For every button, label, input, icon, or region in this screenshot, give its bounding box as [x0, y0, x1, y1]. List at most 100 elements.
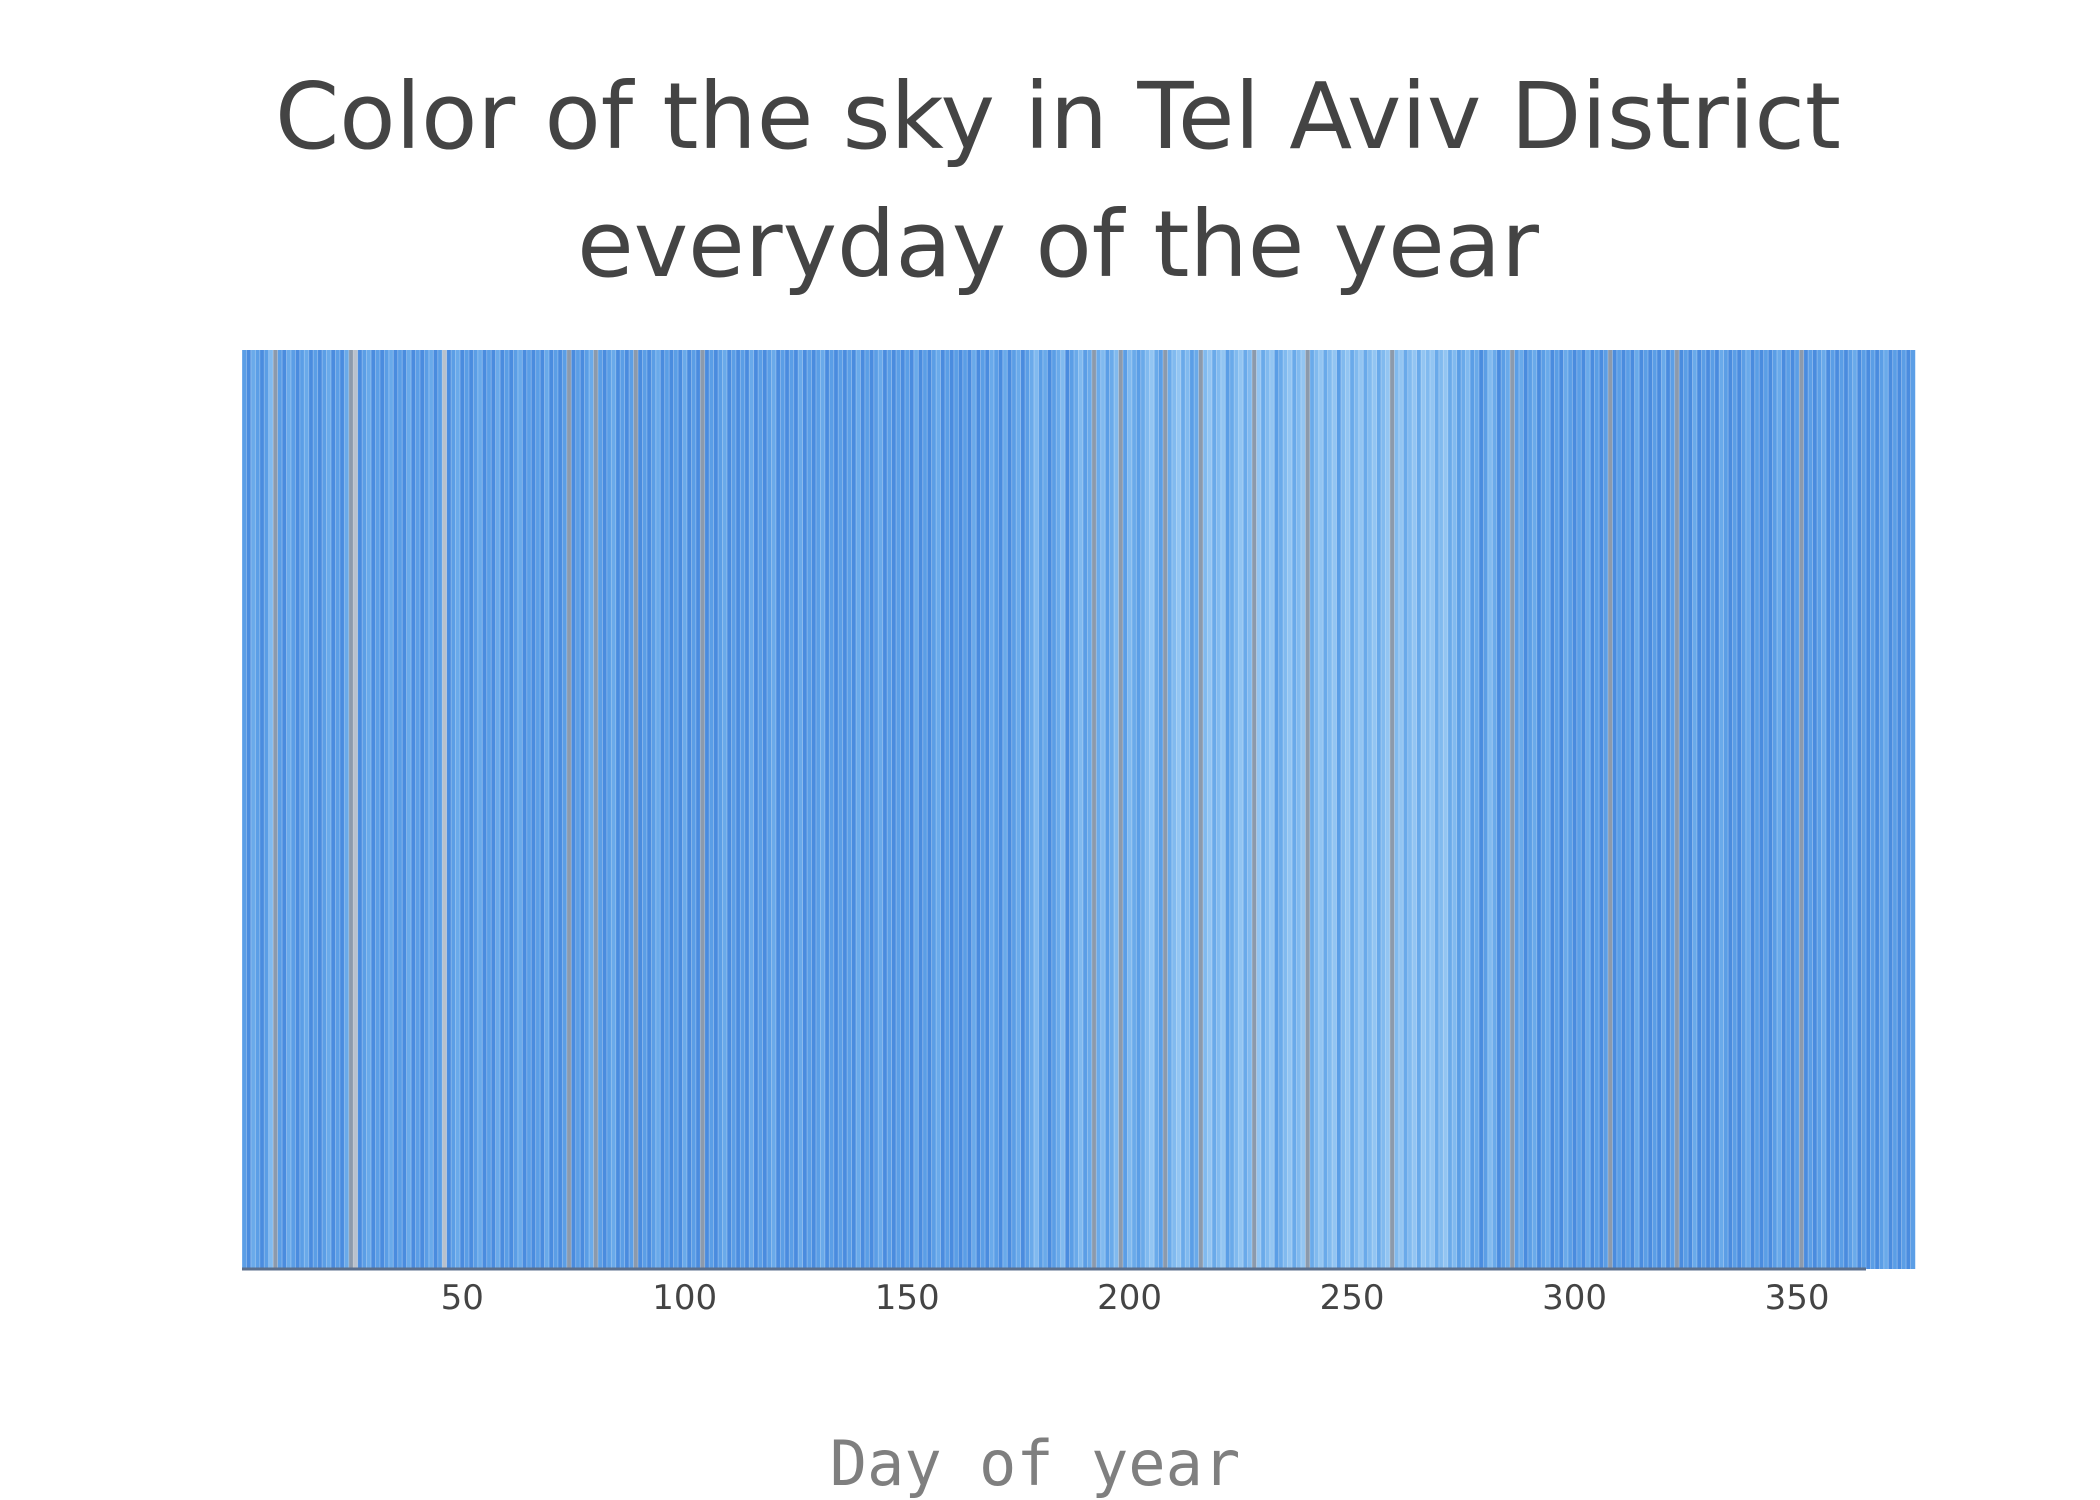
day-bar-357	[1825, 350, 1831, 1269]
day-bar-225	[1238, 350, 1244, 1269]
day-bar-94	[655, 350, 661, 1269]
day-bar-236	[1287, 350, 1293, 1269]
day-bar-5	[259, 350, 265, 1269]
day-bar-291	[1532, 350, 1538, 1269]
day-bar-308	[1607, 350, 1613, 1269]
day-bar-325	[1683, 350, 1689, 1269]
day-bar-370	[1883, 350, 1889, 1269]
day-bar-312	[1625, 350, 1631, 1269]
day-bar-300	[1572, 350, 1578, 1269]
day-bar-2	[246, 350, 252, 1269]
day-bar-230	[1260, 350, 1266, 1269]
day-bar-163	[962, 350, 968, 1269]
day-bar-85	[615, 350, 621, 1269]
day-bar-14	[299, 350, 305, 1269]
day-bar-106	[709, 350, 714, 1269]
day-bar-360	[1839, 350, 1845, 1269]
day-bar-255	[1372, 350, 1377, 1269]
day-bar-131	[820, 350, 826, 1269]
day-bar-345	[1772, 350, 1778, 1269]
day-bar-127	[802, 350, 808, 1269]
day-bar-109	[722, 350, 728, 1269]
day-bar-157	[936, 350, 941, 1269]
day-bar-60	[504, 350, 510, 1269]
day-bar-119	[767, 350, 772, 1269]
day-bar-320	[1661, 350, 1667, 1269]
day-bar-231	[1265, 350, 1271, 1269]
day-bar-166	[976, 350, 981, 1269]
day-bar-34	[388, 350, 394, 1269]
day-bar-179	[1033, 350, 1039, 1269]
day-bar-356	[1821, 350, 1827, 1269]
day-bar-31	[375, 350, 381, 1269]
day-bar-128	[807, 350, 812, 1269]
day-bar-259	[1389, 350, 1395, 1269]
day-bar-267	[1425, 350, 1431, 1269]
day-bar-199	[1122, 350, 1128, 1269]
day-bar-288	[1518, 350, 1524, 1269]
day-bar-283	[1496, 350, 1502, 1269]
day-bar-69	[544, 350, 550, 1269]
day-bar-187	[1069, 350, 1075, 1269]
day-bar-43	[428, 350, 434, 1269]
day-bar-303	[1585, 350, 1591, 1269]
day-bar-50	[460, 350, 465, 1269]
day-bar-330	[1705, 350, 1711, 1269]
day-bar-244	[1323, 350, 1328, 1269]
day-bar-268	[1429, 350, 1435, 1269]
day-bar-118	[762, 350, 768, 1269]
chart-title-line-1: Color of the sky in Tel Aviv District	[275, 63, 1841, 170]
day-bar-207	[1158, 350, 1164, 1269]
day-bar-321	[1665, 350, 1671, 1269]
day-bar-274	[1456, 350, 1462, 1269]
day-bar-84	[611, 350, 617, 1269]
day-bar-265	[1416, 350, 1422, 1269]
day-bar-188	[1074, 350, 1079, 1269]
x-axis-ticks: 50 100 150 200 250 300 350	[441, 1278, 1830, 1318]
day-bar-28	[362, 350, 367, 1269]
day-bar-121	[775, 350, 781, 1269]
day-bar-90	[637, 350, 643, 1269]
day-bar-135	[838, 350, 843, 1269]
day-bar-359	[1834, 350, 1840, 1269]
day-bar-218	[1207, 350, 1213, 1269]
day-bar-297	[1559, 350, 1564, 1269]
day-bar-355	[1817, 350, 1822, 1269]
day-bar-369	[1879, 350, 1885, 1269]
day-bar-306	[1599, 350, 1604, 1269]
day-bar-192	[1091, 350, 1097, 1269]
day-bar-260	[1394, 350, 1400, 1269]
x-axis-label: Day of year	[830, 1427, 1241, 1500]
day-bar-318	[1652, 350, 1658, 1269]
day-bar-242	[1314, 350, 1320, 1269]
day-bar-287	[1514, 350, 1520, 1269]
day-bar-328	[1696, 350, 1702, 1269]
day-bar-203	[1140, 350, 1146, 1269]
day-bar-302	[1581, 350, 1586, 1269]
day-bar-372	[1892, 350, 1898, 1269]
day-bar-111	[731, 350, 737, 1269]
day-bar-226	[1243, 350, 1248, 1269]
day-bar-168	[985, 350, 990, 1269]
day-bar-296	[1554, 350, 1560, 1269]
day-bar-298	[1563, 350, 1569, 1269]
day-bar-4	[255, 350, 261, 1269]
day-bar-193	[1096, 350, 1102, 1269]
day-bar-176	[1020, 350, 1026, 1269]
day-bar-252	[1358, 350, 1364, 1269]
day-bar-61	[508, 350, 514, 1269]
day-bar-172	[1002, 350, 1008, 1269]
day-bar-269	[1434, 350, 1440, 1269]
day-bar-337	[1736, 350, 1742, 1269]
day-bar-76	[575, 350, 581, 1269]
day-bar-211	[1176, 350, 1182, 1269]
day-bar-266	[1421, 350, 1426, 1269]
day-bar-319	[1656, 350, 1662, 1269]
day-bar-196	[1109, 350, 1115, 1269]
x-tick-label-150: 150	[875, 1278, 940, 1318]
day-bar-26	[353, 350, 358, 1269]
day-bar-152	[913, 350, 919, 1269]
day-bar-358	[1830, 350, 1836, 1269]
day-bar-364	[1857, 350, 1862, 1269]
day-bar-19	[322, 350, 327, 1269]
